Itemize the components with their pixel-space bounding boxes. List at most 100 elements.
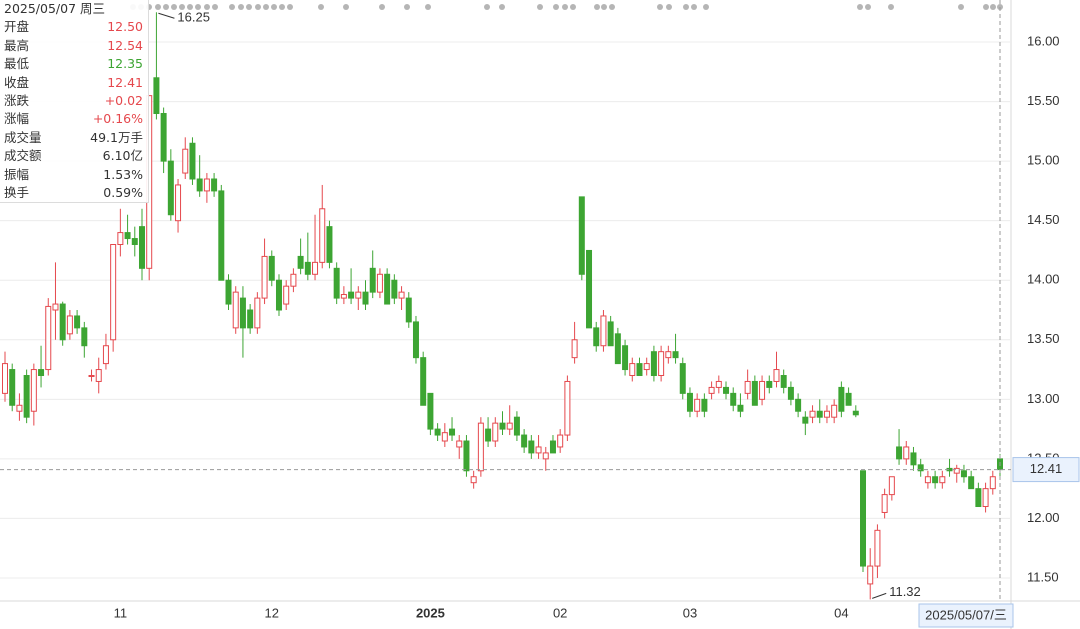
y-tick-label: 13.00	[1027, 391, 1060, 406]
candle-body	[239, 297, 246, 329]
candle-body	[225, 279, 232, 305]
candle-body	[117, 232, 124, 246]
info-row: 开盘 12.50	[0, 18, 148, 36]
candle-body	[650, 351, 657, 377]
candle-body	[766, 380, 773, 388]
candle-body	[449, 428, 456, 436]
candle-body	[607, 321, 614, 347]
info-value: +0.02	[104, 92, 143, 108]
event-dot	[204, 4, 210, 10]
candle-body	[30, 369, 37, 412]
candle-body	[578, 196, 585, 275]
candle-body	[852, 410, 859, 416]
candle-body	[59, 303, 66, 341]
candle-body	[81, 327, 88, 347]
event-dot	[537, 4, 543, 10]
candle-body	[470, 476, 477, 484]
candle-body	[232, 291, 239, 329]
y-tick-label: 14.50	[1027, 212, 1060, 227]
candle-body	[499, 422, 506, 430]
candle-body	[968, 476, 975, 490]
candle-body	[333, 267, 340, 299]
candle-body	[38, 369, 45, 377]
candle-body	[658, 351, 665, 377]
info-row: 涨幅 +0.16%	[0, 110, 148, 128]
candle-body	[787, 386, 794, 400]
candle-body	[16, 404, 23, 412]
x-tick-label: 11	[114, 605, 128, 620]
candle-body	[182, 148, 189, 174]
candle-body	[557, 434, 564, 448]
candle-body	[528, 440, 535, 454]
candle-body	[261, 255, 268, 299]
event-dot	[425, 4, 431, 10]
candle-body	[167, 160, 174, 216]
candle-body	[160, 112, 167, 162]
info-label: 涨幅	[4, 111, 30, 127]
event-dot	[263, 4, 269, 10]
candle-body	[369, 267, 376, 293]
info-row: 最高 12.54	[0, 37, 148, 55]
candle-body	[355, 291, 362, 299]
candle-body	[694, 398, 701, 412]
y-tick-label: 15.00	[1027, 153, 1060, 168]
info-value: 1.53%	[103, 166, 143, 182]
candle-body	[744, 380, 751, 394]
candle-body	[535, 446, 542, 454]
candle-body	[672, 351, 679, 359]
candle-body	[485, 428, 492, 442]
candle-body	[463, 440, 470, 472]
candle-body	[708, 386, 715, 394]
candle-body	[816, 410, 823, 418]
candle-body	[723, 386, 730, 394]
candle-body	[513, 416, 520, 436]
candle-body	[780, 375, 787, 388]
candle-body	[384, 273, 391, 305]
candle-body	[924, 476, 931, 484]
info-label: 最低	[4, 56, 30, 72]
event-dot	[404, 4, 410, 10]
candle-body	[586, 249, 593, 329]
event-dot	[195, 4, 201, 10]
candle-body	[975, 488, 982, 508]
candle-body	[939, 476, 946, 484]
x-tick-label: 2025	[416, 605, 445, 620]
candle-body	[2, 363, 8, 394]
candle-body	[405, 297, 412, 323]
candle-body	[211, 178, 218, 192]
last-price-box	[1012, 457, 1080, 483]
event-dot	[958, 4, 964, 10]
candle-body	[521, 434, 528, 448]
candle-body	[52, 303, 59, 311]
candle-body	[831, 404, 838, 418]
candle-body	[492, 422, 499, 442]
candle-body	[867, 565, 874, 585]
candle-body	[196, 178, 203, 192]
candle-body	[989, 476, 996, 490]
candle-body	[701, 398, 708, 412]
candle-body	[398, 291, 405, 299]
candle-body	[636, 363, 643, 377]
event-dot	[990, 4, 996, 10]
event-dot	[155, 4, 161, 10]
candle-body	[932, 476, 939, 484]
event-dot	[379, 4, 385, 10]
candle-body	[340, 294, 347, 299]
event-dot	[857, 4, 863, 10]
candle-body	[953, 467, 960, 474]
candle-body	[917, 464, 924, 472]
candle-body	[74, 315, 81, 329]
event-dot	[179, 4, 185, 10]
info-value: 0.59%	[103, 184, 143, 200]
candle-body	[686, 392, 693, 412]
candle-body	[477, 422, 484, 472]
candle-body	[297, 255, 304, 269]
candle-body	[131, 238, 138, 246]
candle-body	[275, 279, 282, 311]
y-tick-label: 14.00	[1027, 272, 1060, 287]
info-label: 开盘	[4, 19, 30, 35]
info-value: +0.16%	[92, 111, 143, 127]
candle-body	[218, 190, 225, 281]
